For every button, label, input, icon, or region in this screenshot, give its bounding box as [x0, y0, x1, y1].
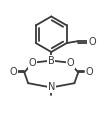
Text: O: O	[88, 37, 96, 47]
Text: O: O	[85, 66, 93, 77]
Text: B: B	[48, 56, 55, 66]
Text: O: O	[66, 58, 74, 68]
Text: O: O	[9, 66, 17, 77]
Text: N: N	[48, 82, 55, 92]
Text: O: O	[29, 58, 36, 68]
